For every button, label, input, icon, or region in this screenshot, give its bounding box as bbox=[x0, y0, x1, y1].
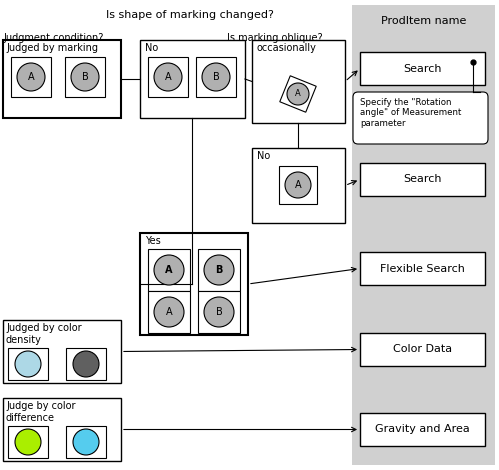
Bar bbox=[3, 320, 121, 383]
Bar bbox=[140, 40, 245, 118]
Bar bbox=[148, 249, 190, 291]
Circle shape bbox=[73, 351, 99, 377]
Bar bbox=[360, 333, 485, 366]
Text: ProdItem name: ProdItem name bbox=[381, 16, 466, 26]
Text: A: A bbox=[295, 89, 301, 99]
Circle shape bbox=[154, 297, 184, 327]
Text: Search: Search bbox=[403, 63, 442, 73]
Bar bbox=[8, 348, 48, 380]
Bar bbox=[352, 5, 495, 465]
Circle shape bbox=[287, 83, 309, 105]
Circle shape bbox=[71, 63, 99, 91]
Bar bbox=[198, 249, 240, 291]
Text: A: A bbox=[165, 265, 173, 275]
Bar bbox=[360, 252, 485, 285]
Text: A: A bbox=[166, 307, 172, 317]
Bar bbox=[11, 57, 51, 97]
Text: Is marking oblique?: Is marking oblique? bbox=[227, 33, 323, 43]
Text: A: A bbox=[165, 72, 171, 82]
Text: Specify the "Rotation
angle" of Measurement
parameter: Specify the "Rotation angle" of Measurem… bbox=[360, 98, 462, 128]
Circle shape bbox=[204, 255, 234, 285]
Text: No: No bbox=[145, 43, 158, 53]
Text: A: A bbox=[295, 180, 301, 190]
Text: occasionally: occasionally bbox=[257, 43, 317, 53]
Text: Judged by color
density: Judged by color density bbox=[6, 323, 82, 345]
Bar bbox=[252, 40, 345, 123]
Bar bbox=[8, 426, 48, 458]
Circle shape bbox=[202, 63, 230, 91]
Bar bbox=[360, 413, 485, 446]
Bar bbox=[198, 291, 240, 333]
Bar bbox=[66, 348, 106, 380]
Circle shape bbox=[15, 429, 41, 455]
Text: No: No bbox=[257, 151, 270, 161]
Text: B: B bbox=[216, 307, 223, 317]
Bar bbox=[66, 426, 106, 458]
Bar bbox=[360, 163, 485, 196]
Text: A: A bbox=[27, 72, 34, 82]
Bar bbox=[140, 233, 248, 335]
Text: Gravity and Area: Gravity and Area bbox=[375, 424, 470, 434]
Text: B: B bbox=[213, 72, 220, 82]
Circle shape bbox=[15, 351, 41, 377]
Circle shape bbox=[285, 172, 311, 198]
Bar bbox=[279, 166, 317, 204]
Polygon shape bbox=[280, 76, 316, 112]
Bar bbox=[3, 40, 121, 118]
Circle shape bbox=[154, 63, 182, 91]
Bar bbox=[148, 57, 188, 97]
Text: Judgment condition?: Judgment condition? bbox=[3, 33, 103, 43]
Text: B: B bbox=[215, 265, 223, 275]
Circle shape bbox=[204, 297, 234, 327]
Bar bbox=[360, 52, 485, 85]
Text: B: B bbox=[82, 72, 88, 82]
Circle shape bbox=[73, 429, 99, 455]
Text: Color Data: Color Data bbox=[393, 345, 452, 354]
Text: Yes: Yes bbox=[145, 236, 161, 246]
Text: Flexible Search: Flexible Search bbox=[380, 264, 465, 274]
Circle shape bbox=[17, 63, 45, 91]
Text: Is shape of marking changed?: Is shape of marking changed? bbox=[106, 10, 274, 20]
Text: Search: Search bbox=[403, 174, 442, 185]
Circle shape bbox=[154, 255, 184, 285]
Bar bbox=[252, 148, 345, 223]
Bar bbox=[3, 398, 121, 461]
Text: Judged by marking: Judged by marking bbox=[6, 43, 98, 53]
Bar bbox=[65, 57, 105, 97]
FancyBboxPatch shape bbox=[353, 92, 488, 144]
Text: Judge by color
difference: Judge by color difference bbox=[6, 401, 75, 423]
Bar bbox=[196, 57, 236, 97]
Bar bbox=[148, 291, 190, 333]
